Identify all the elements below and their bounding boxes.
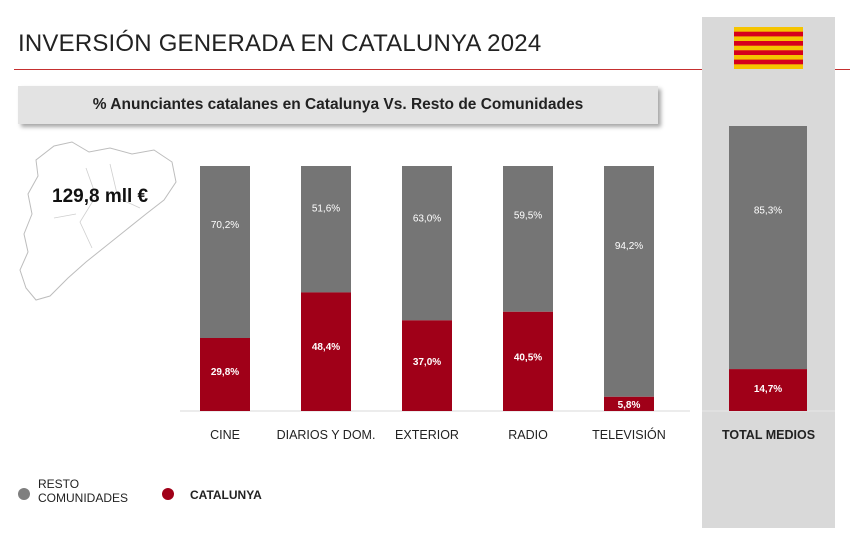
category-label-4: TELEVISIÓN	[592, 428, 666, 442]
bar-resto-1	[301, 166, 351, 293]
catalonia-map-icon	[19, 141, 177, 301]
category-label-2: EXTERIOR	[395, 428, 459, 442]
legend-catalunya-marker	[162, 488, 174, 500]
label-catalunya-0: 29,8%	[211, 367, 239, 378]
bar-resto-4	[604, 166, 654, 397]
category-label-0: CINE	[210, 428, 240, 442]
label-resto-4: 94,2%	[615, 241, 643, 252]
label-catalunya-2: 37,0%	[413, 357, 441, 368]
bar-resto-5	[729, 126, 807, 370]
category-label-1: DIARIOS Y DOM.	[276, 428, 376, 442]
label-catalunya-3: 40,5%	[514, 352, 542, 363]
label-resto-3: 59,5%	[514, 210, 542, 221]
legend-catalunya-label: CATALUNYA	[190, 488, 262, 502]
bar-catalunya-0	[200, 337, 250, 411]
legend-resto-label: RESTO COMUNIDADES	[38, 477, 128, 505]
label-catalunya-1: 48,4%	[312, 342, 340, 353]
label-resto-0: 70,2%	[211, 220, 239, 231]
bar-catalunya-4	[604, 396, 654, 411]
bar-resto-2	[402, 166, 452, 321]
page-title: INVERSIÓN GENERADA EN CATALUNYA 2024	[18, 30, 542, 57]
chart-subtitle: % Anunciantes catalanes en Catalunya Vs.…	[92, 96, 584, 113]
bar-catalunya-1	[301, 292, 351, 411]
legend-resto-text: RESTO COMUNIDADES	[38, 477, 129, 505]
bar-catalunya-5	[729, 369, 807, 411]
title-divider	[14, 69, 850, 70]
catalan-flag-icon	[734, 27, 803, 69]
bar-catalunya-3	[503, 311, 553, 411]
label-resto-5: 85,3%	[754, 206, 782, 217]
bar-resto-0	[200, 166, 250, 338]
subtitle-box: % Anunciantes catalanes en Catalunya Vs.…	[18, 86, 658, 124]
total-medios-label: TOTAL MEDIOS	[721, 428, 816, 442]
category-label-3: RADIO	[508, 428, 548, 442]
label-resto-1: 51,6%	[312, 204, 340, 215]
legend-resto-marker	[18, 488, 30, 500]
label-resto-2: 63,0%	[413, 214, 441, 225]
label-catalunya-5: 14,7%	[754, 384, 782, 395]
bar-resto-3	[503, 166, 553, 312]
bar-catalunya-2	[402, 320, 452, 411]
label-catalunya-4: 5,8%	[618, 400, 641, 411]
investment-amount: 129,8 mll €	[52, 186, 149, 207]
